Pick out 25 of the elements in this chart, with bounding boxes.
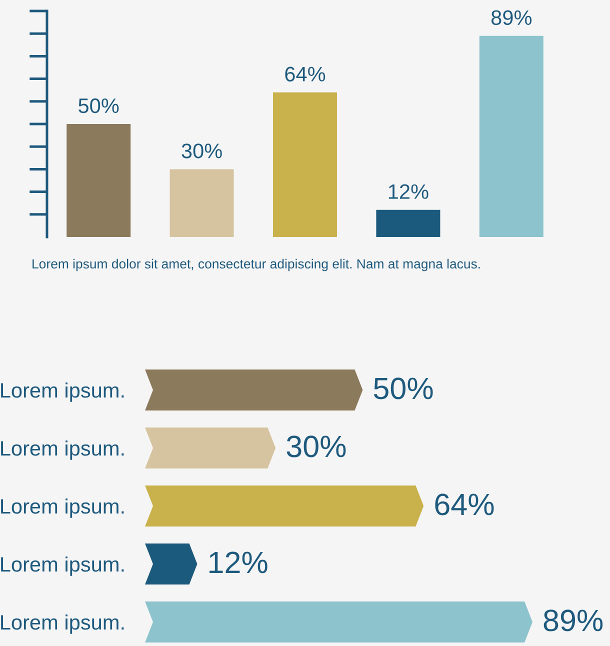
- bar: [145, 486, 424, 526]
- y-tick-label: Lorem ipsum.: [1, 556, 124, 576]
- bar: [170, 169, 234, 237]
- data-label: 89%: [544, 610, 603, 632]
- data-label: 64%: [435, 494, 494, 516]
- bar: [145, 602, 532, 642]
- data-label: 89%: [491, 10, 532, 26]
- bar: [273, 92, 337, 237]
- data-label: 12%: [210, 552, 268, 574]
- data-label: 30%: [286, 436, 346, 458]
- bar: [376, 210, 440, 237]
- text: Lorem ipsum dolor sit amet, consectetur adipiscing elit. Nam at magna lacus.: [32, 258, 480, 272]
- y-tick-label: Lorem ipsum.: [1, 440, 124, 460]
- bar: [479, 36, 544, 237]
- data-label: 30%: [182, 144, 222, 158]
- bar: [145, 428, 276, 468]
- data-label: 50%: [374, 378, 433, 400]
- data-label: 64%: [285, 66, 326, 82]
- data-label: 50%: [78, 98, 119, 114]
- data-label: 12%: [388, 184, 428, 199]
- y-tick-label: Lorem ipsum.: [1, 614, 124, 634]
- y-tick-label: Lorem ipsum.: [1, 498, 124, 518]
- bar: [66, 124, 131, 237]
- y-tick-label: Lorem ipsum.: [1, 382, 124, 402]
- bar: [145, 370, 363, 410]
